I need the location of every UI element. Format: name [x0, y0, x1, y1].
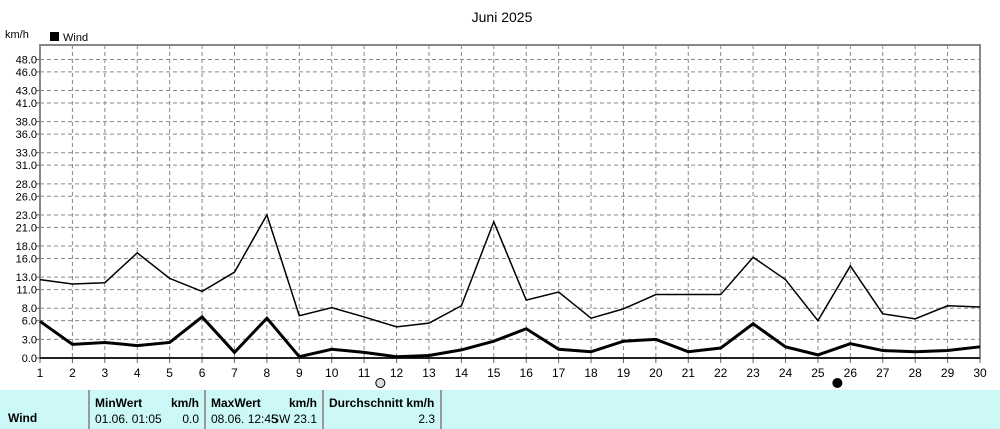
- x-tick-label: 25: [811, 366, 825, 380]
- row-label-cell: Wind: [0, 390, 90, 429]
- x-tick-label: 6: [199, 366, 206, 380]
- x-tick-label: 17: [552, 366, 566, 380]
- x-tick-label: 28: [908, 366, 922, 380]
- x-tick-label: 10: [325, 366, 339, 380]
- x-tick-label: 12: [390, 366, 404, 380]
- min-value: 0.0: [182, 412, 199, 426]
- y-tick-label: 8.0: [22, 303, 37, 315]
- x-tick-label: 4: [134, 366, 141, 380]
- new-moon-icon: [832, 378, 843, 388]
- x-tick-label: 7: [231, 366, 238, 380]
- min-unit: km/h: [170, 396, 199, 410]
- y-tick-label: 41.0: [16, 98, 37, 110]
- wind-chart: Juni 2025 km/h Wind 0.0 3.0 6.08.0 11.013.0…: [5, 9, 987, 388]
- y-tick-label: 48.0: [16, 54, 37, 66]
- avg-value: 2.3: [418, 412, 435, 426]
- x-tick-label: 29: [941, 366, 955, 380]
- row-label: Wind: [8, 411, 38, 425]
- y-tick-label: 43.0: [16, 86, 37, 98]
- x-tick-label: 5: [166, 366, 173, 380]
- x-tick-label: 13: [422, 366, 436, 380]
- legend-label: Wind: [63, 32, 88, 44]
- y-tick-label: 16.0: [16, 253, 37, 265]
- y-axis-unit: km/h: [5, 29, 29, 41]
- y-tick-label: 23.0: [16, 210, 37, 222]
- min-cell: MinWert km/h 01.06. 01:05 0.0: [90, 390, 206, 429]
- y-tick-label: 18.0: [16, 241, 37, 253]
- x-tick-label: 11: [358, 366, 371, 380]
- x-tick-label: 23: [746, 366, 760, 380]
- y-tick-label: 13.0: [16, 272, 37, 284]
- max-time: 08.06. 12:45: [211, 412, 278, 426]
- x-tick-label: 27: [876, 366, 890, 380]
- y-tick-label: 36.0: [16, 129, 37, 141]
- x-tick-label: 22: [714, 366, 728, 380]
- x-tick-label: 24: [779, 366, 793, 380]
- x-tick-label: 30: [973, 366, 987, 380]
- y-tick-label: 6.0: [22, 316, 37, 328]
- y-tick-label: 3.0: [22, 334, 37, 346]
- y-tick-label: 28.0: [16, 179, 37, 191]
- x-tick-label: 9: [296, 366, 303, 380]
- x-tick-label: 18: [584, 366, 598, 380]
- y-tick-label: 46.0: [16, 67, 37, 79]
- x-tick-label: 2: [69, 366, 76, 380]
- y-tick-label: 0.0: [22, 353, 37, 365]
- y-tick-label: 11.0: [16, 285, 37, 297]
- avg-header: Durchschnitt km/h: [329, 396, 435, 410]
- legend-swatch: [50, 32, 59, 41]
- plot-area: [39, 44, 981, 359]
- gust-series-line: [39, 213, 981, 328]
- x-tick-label: 26: [844, 366, 858, 380]
- max-unit: km/h: [288, 396, 317, 410]
- max-cell: MaxWert km/h 08.06. 12:45 SW 23.1: [206, 390, 324, 429]
- min-header: MinWert: [95, 396, 143, 410]
- wind-series-line: [39, 314, 981, 359]
- y-tick-label: 21.0: [16, 222, 37, 234]
- x-tick-label: 1: [37, 366, 44, 380]
- max-header: MaxWert: [211, 396, 261, 410]
- x-tick-label: 8: [264, 366, 271, 380]
- stats-table: Wind MinWert km/h 01.06. 01:05 0.0 MaxWe…: [0, 390, 1000, 429]
- full-moon-icon: [375, 378, 386, 388]
- avg-cell: Durchschnitt km/h 2.3: [324, 390, 442, 429]
- y-tick-label: 31.0: [16, 160, 37, 172]
- chart-title: Juni 2025: [472, 9, 533, 25]
- x-tick-label: 3: [101, 366, 108, 380]
- x-tick-label: 19: [617, 366, 631, 380]
- y-tick-label: 26.0: [16, 191, 37, 203]
- y-tick-label: 33.0: [16, 148, 37, 160]
- x-tick-label: 20: [649, 366, 663, 380]
- x-tick-label: 21: [682, 366, 696, 380]
- x-tick-label: 14: [455, 366, 469, 380]
- max-value: SW 23.1: [270, 412, 317, 426]
- x-tick-label: 15: [487, 366, 501, 380]
- x-tick-label: 16: [520, 366, 534, 380]
- y-tick-label: 38.0: [16, 117, 37, 129]
- min-time: 01.06. 01:05: [95, 412, 162, 426]
